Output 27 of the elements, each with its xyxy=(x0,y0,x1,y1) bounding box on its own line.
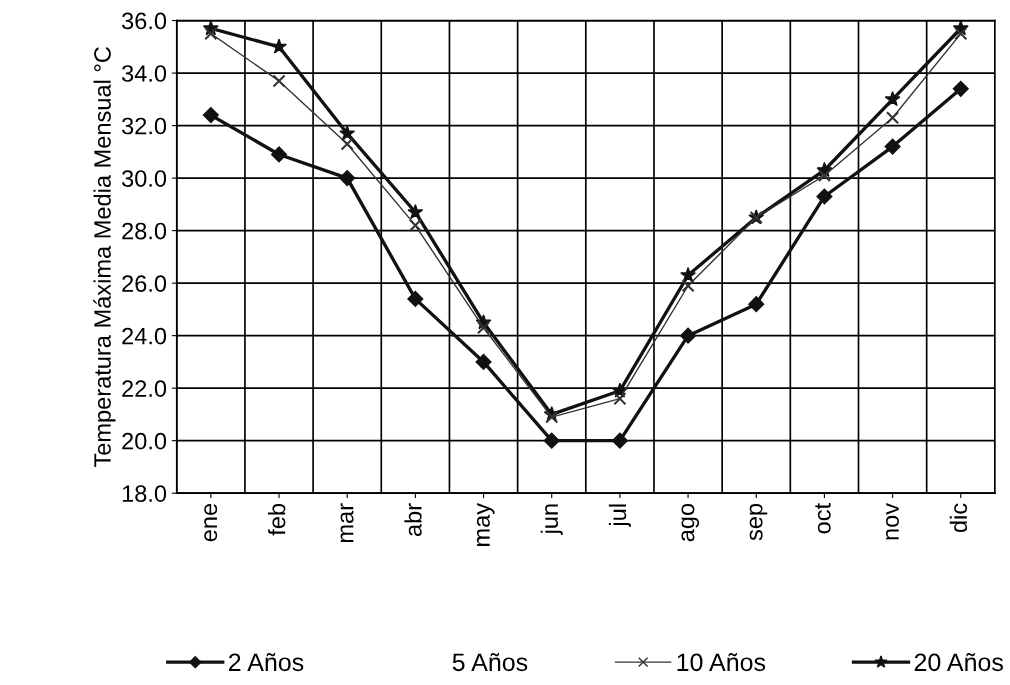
legend-label: 10 Años xyxy=(677,652,766,672)
y-axis-title: Temperatura Máxima Media Mensual °C xyxy=(93,47,116,468)
x-tick-label: nov xyxy=(885,503,899,540)
x-tick-label: may xyxy=(476,502,495,546)
x-tick-label: feb xyxy=(268,503,286,536)
legend-label: 20 Años xyxy=(914,652,1003,672)
x-tick-label: mar xyxy=(340,503,354,543)
y-tick-label: 30.0 xyxy=(121,170,167,187)
y-tick-label: 18.0 xyxy=(122,485,167,502)
y-tick-label: 20.0 xyxy=(122,432,167,450)
y-tick-label: 32.0 xyxy=(121,117,167,135)
x-tick-label: jun xyxy=(540,504,563,535)
x-tick-label: jul xyxy=(608,504,631,528)
y-tick-label: 28.0 xyxy=(122,222,167,240)
y-tick-label: 36.0 xyxy=(121,12,167,30)
legend-label: 2 Años xyxy=(229,652,304,672)
x-tick-label: sep xyxy=(749,503,768,541)
x-tick-label: dic xyxy=(949,503,968,533)
y-tick-label: 34.0 xyxy=(121,65,167,82)
x-tick-label: oct xyxy=(815,503,831,534)
x-tick-label: ene xyxy=(204,503,218,542)
text: 5 Años xyxy=(452,652,528,672)
y-tick-label: 26.0 xyxy=(122,275,167,292)
x-tick-label: abr xyxy=(404,503,422,537)
y-tick-label: 24.0 xyxy=(122,327,167,345)
y-tick-label: 22.0 xyxy=(122,380,167,397)
x-tick-label: ago xyxy=(681,503,700,542)
